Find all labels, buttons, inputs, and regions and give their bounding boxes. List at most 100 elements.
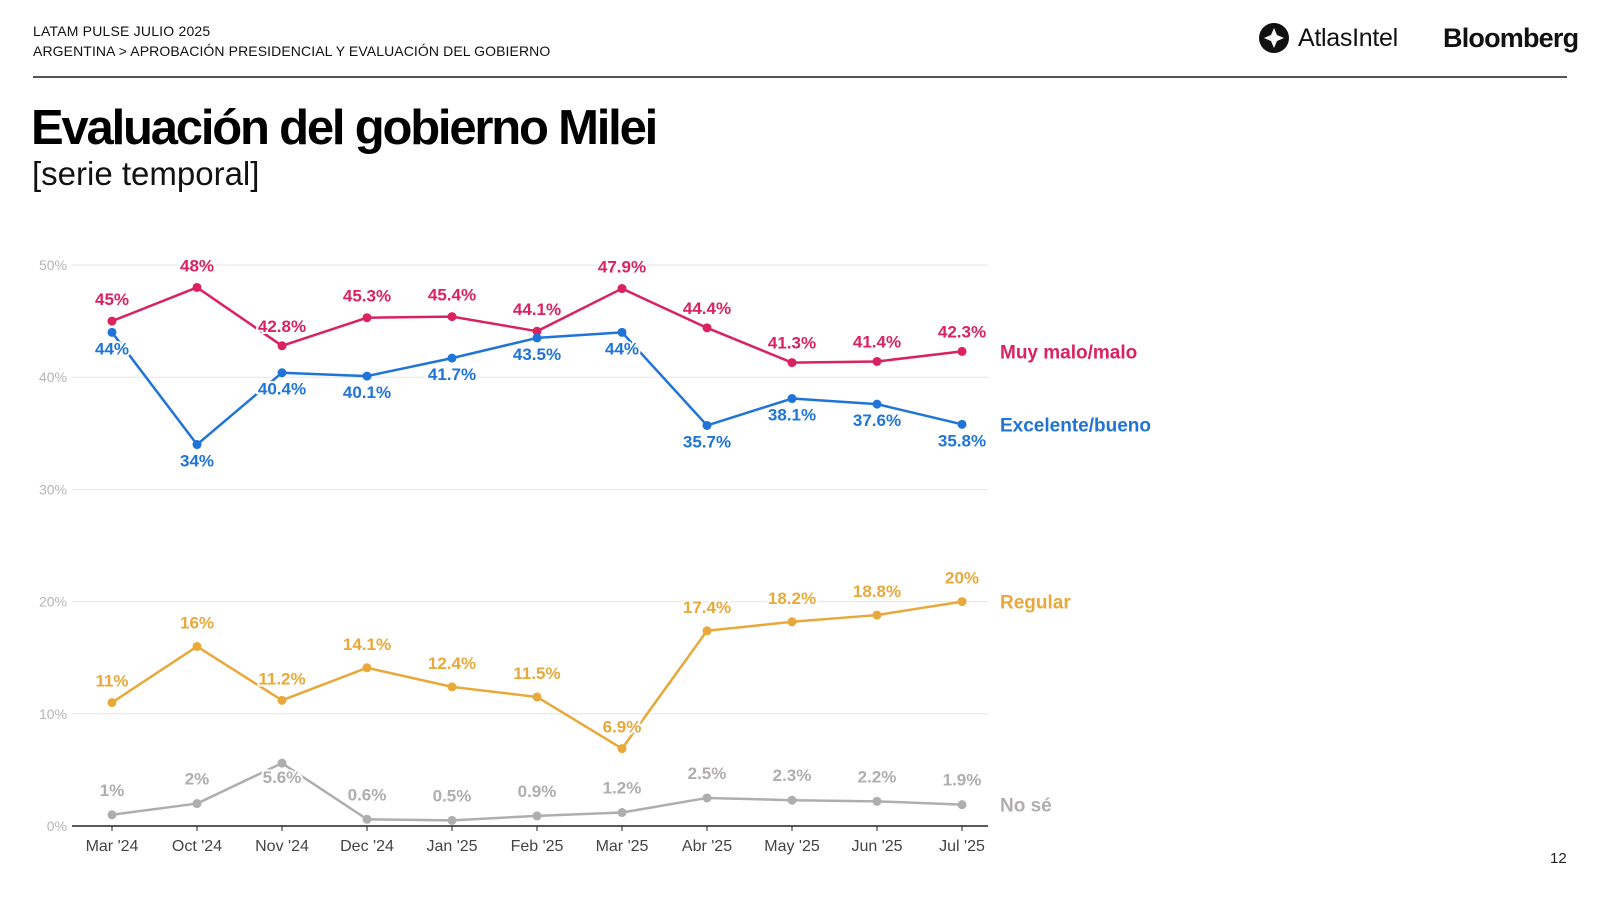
data-label: 2% [185,770,210,789]
data-label: 44% [605,339,639,358]
data-point [872,399,882,409]
data-point [702,420,712,430]
data-point [532,692,542,702]
data-label: 45% [95,290,129,309]
data-point [872,796,882,806]
data-label: 14.1% [343,635,391,654]
data-point [617,808,627,818]
x-tick-label: Mar '24 [86,838,139,855]
data-point [447,353,457,363]
data-point [192,799,202,809]
x-tick-label: Jan '25 [426,838,477,855]
page-number: 12 [1550,850,1567,867]
series-legend-label: No sé [1000,796,1052,817]
data-label: 38.1% [768,406,816,425]
data-point [957,346,967,356]
data-point [277,368,287,378]
data-point [957,800,967,810]
data-label: 0.5% [433,786,472,805]
data-label: 45.3% [343,287,391,306]
data-label: 1.2% [603,779,642,798]
data-point [532,333,542,343]
data-point [447,312,457,322]
data-point [192,641,202,651]
data-point [362,663,372,673]
x-tick-label: Feb '25 [511,838,564,855]
header-divider [33,76,1567,78]
data-point [532,326,542,336]
data-point [192,440,202,450]
data-point [107,810,117,820]
data-point [787,358,797,368]
breadcrumb: ARGENTINA > APROBACIÓN PRESIDENCIAL Y EV… [33,43,551,59]
data-point [277,758,287,768]
data-point [532,811,542,821]
data-point [362,814,372,824]
data-label: 12.4% [428,654,476,673]
data-label: 44% [95,339,129,358]
page-title: Evaluación del gobierno Milei [31,101,658,155]
bloomberg-logo: Bloomberg [1443,23,1579,53]
x-tick-label: Abr '25 [682,838,732,855]
data-label: 42.3% [938,322,986,341]
data-point [617,284,627,294]
data-label: 41.3% [768,334,816,353]
data-label: 18.2% [768,589,816,608]
data-point [957,419,967,429]
x-tick-label: Jul '25 [939,838,985,855]
x-tick-label: Jun '25 [851,838,902,855]
data-label: 0.9% [518,782,557,801]
data-point [192,282,202,292]
data-point [107,316,117,326]
y-tick-label: 10% [39,706,67,722]
data-label: 35.8% [938,431,986,450]
y-tick-label: 50% [39,257,67,273]
data-point [362,371,372,381]
data-point [872,356,882,366]
data-label: 16% [180,613,214,632]
data-point [787,394,797,404]
data-label: 5.6% [263,768,302,787]
data-label: 2.5% [688,764,727,783]
data-label: 20% [945,569,979,588]
y-tick-label: 40% [39,369,67,385]
x-tick-label: Mar '25 [596,838,649,855]
data-point [702,793,712,803]
data-label: 41.7% [428,365,476,384]
y-tick-label: 30% [39,481,67,497]
page-subtitle: [serie temporal] [32,155,260,192]
atlasintel-logo-text: AtlasIntel [1298,23,1398,52]
data-label: 2.2% [858,767,897,786]
data-label: 11% [95,672,128,691]
data-point [447,815,457,825]
series-legend-label: Excelente/bueno [1000,415,1151,436]
series-legend-label: Muy malo/malo [1000,342,1137,363]
y-tick-label: 20% [39,594,67,610]
data-label: 40.1% [343,383,391,402]
data-point [957,597,967,607]
data-point [107,327,117,337]
data-label: 42.8% [258,317,306,336]
y-tick-label: 0% [47,818,67,834]
x-tick-label: Nov '24 [255,838,309,855]
data-label: 11.2% [258,669,305,688]
data-label: 43.5% [513,345,561,364]
data-point [702,626,712,636]
data-label: 6.9% [603,718,642,737]
report-series-label: LATAM PULSE JULIO 2025 [33,23,211,39]
data-label: 44.1% [513,300,561,319]
data-label: 17.4% [683,598,731,617]
data-label: 11.5% [513,664,560,683]
data-label: 41.4% [853,332,901,351]
data-label: 2.3% [773,766,812,785]
data-label: 1.9% [943,771,982,790]
data-point [617,327,627,337]
data-point [787,617,797,627]
series-legend-label: Regular [1000,593,1071,614]
data-label: 37.6% [853,411,901,430]
data-point [787,795,797,805]
data-label: 35.7% [683,432,731,451]
data-label: 0.6% [348,785,387,804]
data-point [702,323,712,333]
